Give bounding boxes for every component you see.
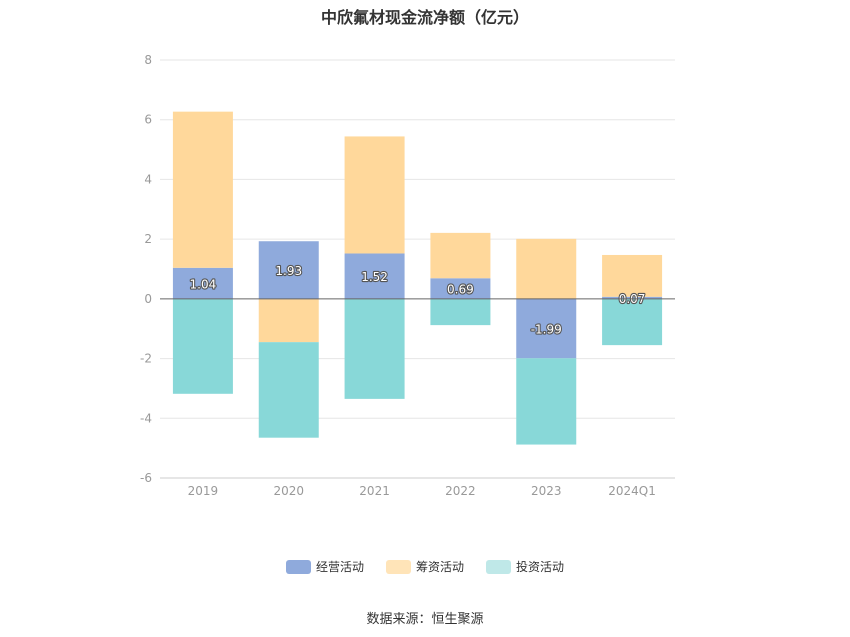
y-tick-label: 0 [144, 292, 152, 306]
y-tick-label: 2 [144, 232, 152, 246]
bar-investing[interactable] [344, 298, 405, 399]
data-labels: 1.041.93 1.520.69-1.990.07 [188, 263, 646, 338]
legend-swatch-investing [486, 559, 511, 574]
bar-financing[interactable] [430, 232, 491, 279]
legend-label-financing: 筹资活动 [415, 560, 464, 574]
chart-title: 中欣氟材现金流净额（亿元） [320, 8, 529, 27]
y-tick-label: 6 [144, 113, 152, 127]
grid-lines [160, 59, 675, 479]
data-label: 1.04 [190, 277, 217, 291]
bar-operating[interactable] [344, 253, 405, 299]
bar-financing[interactable] [344, 136, 405, 254]
x-tick-label: 2024Q1 [608, 484, 656, 498]
legend-swatch-financing [385, 559, 411, 574]
x-tick-label: 2022 [445, 484, 476, 498]
source-note: 数据来源：恒生聚源 [366, 612, 484, 627]
bars [172, 111, 663, 445]
data-label: 0.69 [447, 283, 474, 297]
bar-investing[interactable] [258, 342, 319, 438]
bar-investing[interactable] [516, 358, 577, 445]
data-label: 1.93 [275, 264, 302, 278]
legend-item-investing[interactable]: 投资活动 [486, 558, 564, 575]
x-tick-label: 2021 [359, 484, 390, 498]
bar-financing[interactable] [602, 254, 663, 297]
y-tick-label: -6 [140, 471, 152, 485]
axes: 8 6 4 2 0 -2 -4 -6 2019 2020 2021 2022 2023 2024Q1 [140, 53, 675, 498]
bar-investing[interactable] [172, 298, 233, 394]
y-tick-label: -4 [140, 411, 152, 425]
data-label: 1.52 [361, 270, 388, 284]
bar-operating[interactable] [516, 298, 577, 359]
x-tick-label: 2019 [188, 484, 219, 498]
legend-item-financing[interactable]: 筹资活动 [385, 558, 464, 575]
bar-financing[interactable] [516, 238, 577, 299]
y-tick-label: 4 [144, 172, 152, 186]
legend-label-investing: 投资活动 [516, 560, 565, 574]
bar-investing[interactable] [430, 298, 491, 326]
y-tick-label: -2 [140, 352, 152, 366]
bar-operating[interactable] [602, 296, 663, 299]
bar-operating[interactable] [430, 278, 491, 299]
legend-item-operating[interactable]: 经营活动 [285, 558, 364, 575]
x-tick-label: 2020 [273, 484, 304, 498]
bar-operating[interactable] [258, 241, 319, 299]
bar-financing[interactable] [172, 111, 233, 268]
bar-operating[interactable] [172, 267, 233, 299]
bar-financing[interactable] [258, 298, 319, 343]
legend-swatch-operating [285, 559, 311, 574]
legend-label-operating: 经营活动 [315, 560, 364, 574]
legend: 经营活动 筹资活动 投资活动 [0, 558, 850, 575]
data-label: -1.99 [531, 323, 562, 337]
x-tick-label: 2023 [531, 484, 562, 498]
y-tick-label: 8 [144, 53, 152, 67]
bar-investing[interactable] [602, 298, 663, 346]
